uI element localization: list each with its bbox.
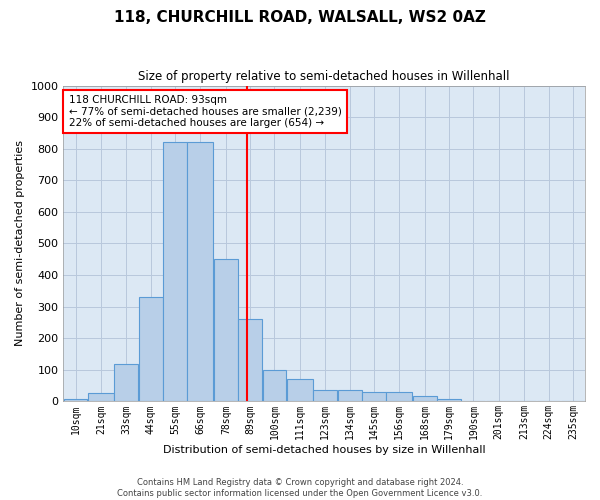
Bar [338, 390, 362, 402]
Bar [139, 297, 163, 402]
Bar [64, 399, 88, 402]
Bar [437, 399, 461, 402]
Bar [386, 392, 412, 402]
Bar [287, 378, 313, 402]
Bar [362, 392, 386, 402]
Bar [214, 260, 238, 402]
Text: Contains HM Land Registry data © Crown copyright and database right 2024.
Contai: Contains HM Land Registry data © Crown c… [118, 478, 482, 498]
Bar [115, 364, 139, 402]
Bar [238, 320, 262, 402]
Text: 118 CHURCHILL ROAD: 93sqm
← 77% of semi-detached houses are smaller (2,239)
22% : 118 CHURCHILL ROAD: 93sqm ← 77% of semi-… [68, 95, 341, 128]
Bar [88, 392, 114, 402]
Title: Size of property relative to semi-detached houses in Willenhall: Size of property relative to semi-detach… [139, 70, 510, 83]
Bar [413, 396, 437, 402]
Text: 118, CHURCHILL ROAD, WALSALL, WS2 0AZ: 118, CHURCHILL ROAD, WALSALL, WS2 0AZ [114, 10, 486, 25]
Bar [187, 142, 214, 402]
X-axis label: Distribution of semi-detached houses by size in Willenhall: Distribution of semi-detached houses by … [163, 445, 485, 455]
Bar [263, 370, 286, 402]
Y-axis label: Number of semi-detached properties: Number of semi-detached properties [15, 140, 25, 346]
Bar [163, 142, 187, 402]
Bar [313, 390, 337, 402]
